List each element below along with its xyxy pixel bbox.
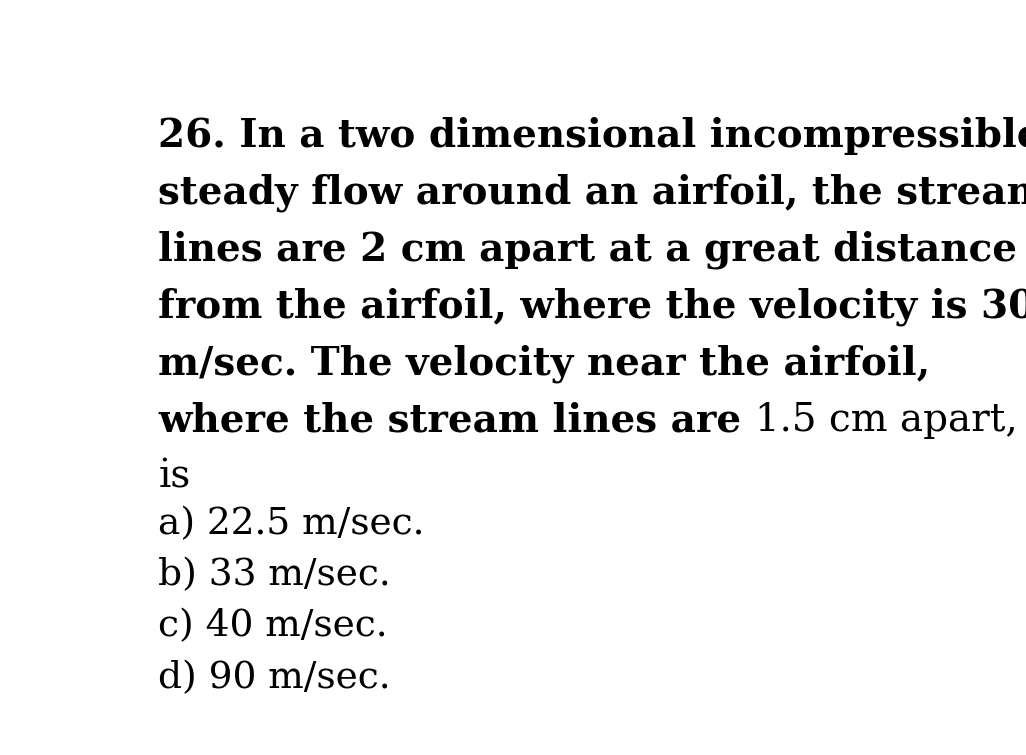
Text: from the airfoil, where the velocity is 30: from the airfoil, where the velocity is … xyxy=(158,288,1026,326)
Text: is: is xyxy=(158,458,191,495)
Text: m/sec. The velocity near the airfoil,: m/sec. The velocity near the airfoil, xyxy=(158,344,931,383)
Text: steady flow around an airfoil, the stream: steady flow around an airfoil, the strea… xyxy=(158,174,1026,212)
Text: d) 90 m/sec.: d) 90 m/sec. xyxy=(158,660,391,696)
Text: 1.5 cm apart,: 1.5 cm apart, xyxy=(755,402,1018,439)
Text: 26. In a two dimensional incompressible: 26. In a two dimensional incompressible xyxy=(158,117,1026,155)
Text: a) 22.5 m/sec.: a) 22.5 m/sec. xyxy=(158,507,425,542)
Text: b) 33 m/sec.: b) 33 m/sec. xyxy=(158,557,391,593)
Text: lines are 2 cm apart at a great distance: lines are 2 cm apart at a great distance xyxy=(158,231,1018,270)
Text: where the stream lines are: where the stream lines are xyxy=(158,402,755,439)
Text: c) 40 m/sec.: c) 40 m/sec. xyxy=(158,609,388,645)
